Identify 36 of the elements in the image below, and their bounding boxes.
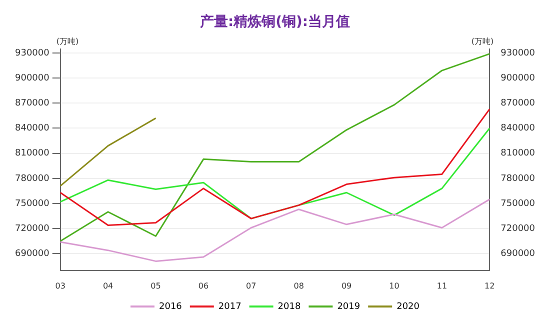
y2-tick-label: 900000 bbox=[500, 73, 536, 84]
y-tick-label: 840000 bbox=[14, 124, 50, 134]
y2-axis-title: (万吨) bbox=[471, 36, 494, 46]
legend-label: 2018 bbox=[278, 302, 301, 312]
legend-label: 2016 bbox=[158, 302, 182, 312]
x-tick-label: 12 bbox=[484, 281, 495, 290]
y2-tick-label: 840000 bbox=[500, 124, 536, 134]
x-tick-label: 07 bbox=[246, 281, 256, 290]
x-tick-label: 10 bbox=[389, 281, 400, 290]
x-tick-label: 11 bbox=[436, 281, 448, 290]
legend-label: 2019 bbox=[337, 302, 360, 312]
y-tick-label: 930000 bbox=[14, 48, 50, 58]
y-tick-label: 720000 bbox=[14, 224, 50, 234]
x-tick-label: 05 bbox=[150, 281, 161, 290]
y2-tick-label: 690000 bbox=[500, 249, 536, 260]
y-tick-label: 780000 bbox=[14, 174, 50, 184]
y2-tick-label: 870000 bbox=[500, 98, 536, 108]
y-tick-label: 870000 bbox=[14, 98, 50, 108]
y-tick-label: 810000 bbox=[14, 148, 50, 159]
y2-tick-label: 720000 bbox=[500, 224, 536, 234]
y-tick-label: 900000 bbox=[14, 73, 50, 84]
x-tick-label: 08 bbox=[294, 281, 304, 290]
x-tick-label: 09 bbox=[341, 281, 352, 290]
y-tick-label: 690000 bbox=[14, 249, 50, 260]
x-tick-label: 06 bbox=[198, 281, 209, 290]
legend-label: 2020 bbox=[396, 302, 420, 312]
y2-tick-label: 750000 bbox=[500, 198, 536, 209]
x-tick-label: 03 bbox=[55, 281, 66, 290]
chart-title: 产量:精炼铜(铜):当月值 bbox=[199, 13, 350, 30]
y2-tick-label: 810000 bbox=[500, 148, 536, 159]
y2-tick-label: 780000 bbox=[500, 174, 536, 184]
y2-tick-label: 930000 bbox=[500, 48, 536, 58]
legend-label: 2017 bbox=[218, 302, 242, 312]
y-tick-label: 750000 bbox=[14, 198, 50, 209]
y-axis-title: (万吨) bbox=[56, 36, 79, 46]
x-tick-label: 04 bbox=[102, 281, 114, 290]
